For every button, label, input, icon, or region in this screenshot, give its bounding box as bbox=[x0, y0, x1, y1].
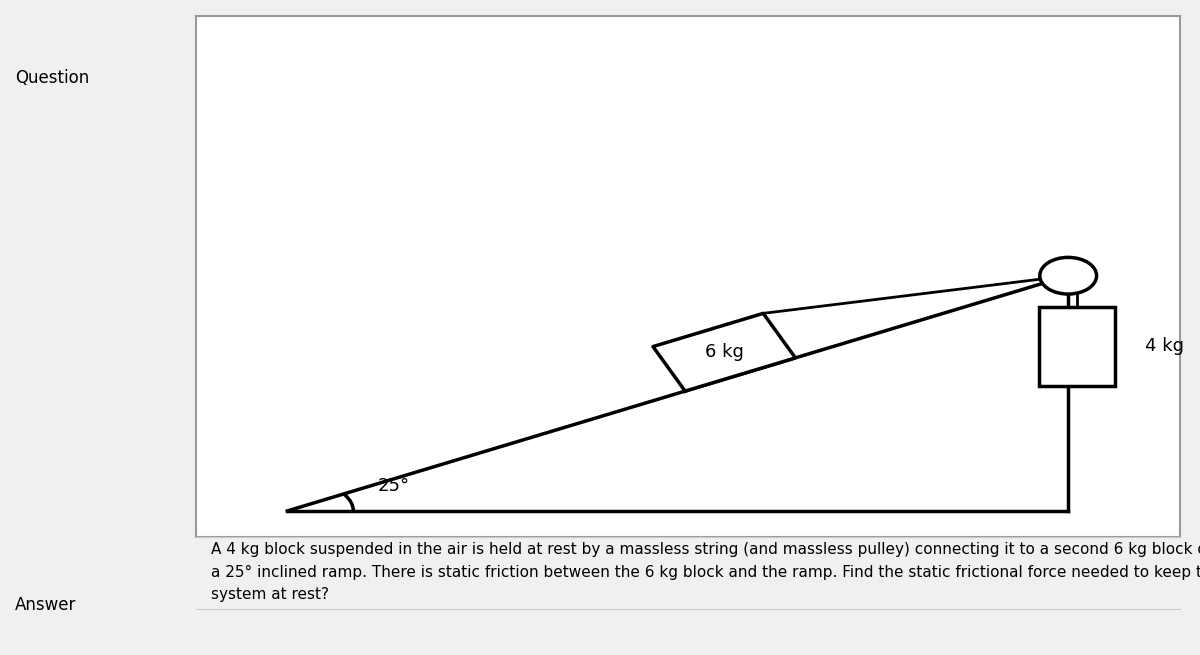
Text: Answer: Answer bbox=[14, 596, 77, 614]
Bar bbox=[1039, 307, 1115, 386]
Text: 25°: 25° bbox=[378, 477, 410, 495]
Polygon shape bbox=[653, 313, 796, 391]
Text: Question: Question bbox=[14, 69, 89, 86]
Text: 6 kg: 6 kg bbox=[704, 343, 744, 362]
Text: A 4 kg block suspended in the air is held at rest by a massless string (and mass: A 4 kg block suspended in the air is hel… bbox=[211, 542, 1200, 602]
FancyBboxPatch shape bbox=[196, 16, 1180, 537]
Circle shape bbox=[1039, 257, 1097, 294]
Text: 4 kg: 4 kg bbox=[1145, 337, 1184, 356]
